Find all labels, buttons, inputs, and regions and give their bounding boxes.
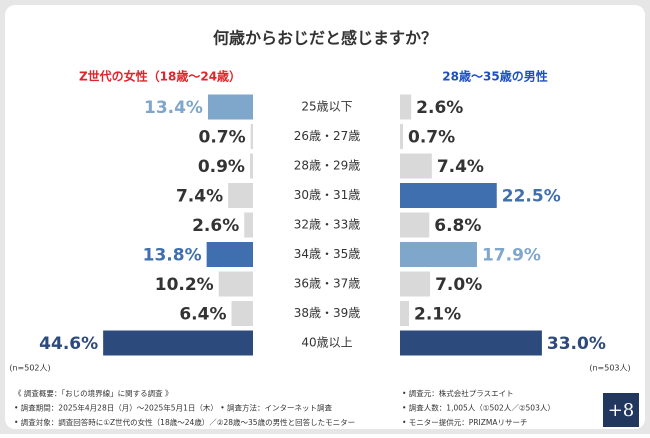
bar [400,212,430,238]
value-label: 7.4% [437,157,484,177]
category-label: 36歳・37歳 [294,277,361,291]
value-label: 7.4% [176,187,223,207]
value-label: 0.9% [198,157,245,177]
category-label: 25歳以下 [301,100,352,114]
value-label: 6.4% [179,305,226,325]
value-label: 13.8% [143,246,202,266]
category-label: 32歳・33歳 [294,218,361,232]
sample-note: (n=503人) [589,364,630,373]
value-label: 6.8% [434,216,481,236]
bar [400,183,497,208]
value-label: 0.7% [198,128,245,148]
logo-box [603,393,639,427]
value-label: 2.6% [192,216,239,236]
value-label: 44.6% [39,334,98,354]
value-label: 2.6% [416,98,463,118]
value-label: 10.2% [155,275,214,295]
footnote: • 調査人数：1,005人（①502人／②503人） [402,403,555,413]
category-label: 26歳・27歳 [294,129,361,143]
category-label: 40歳以上 [301,336,352,350]
bar [207,94,253,120]
category-label: 30歳・31歳 [294,188,361,202]
category-label: 28歳・29歳 [294,159,361,173]
footnote: • モニター提供元：PRIZMAリサーチ [402,417,528,427]
footnote: • 調査期間：2025年4月28日（月）〜2025年5月1日（木） • 調査方法… [14,403,333,413]
bar [400,94,412,120]
value-label: 22.5% [502,187,561,207]
value-label: 17.9% [482,246,541,266]
bar [249,153,253,179]
category-label: 38歳・39歳 [294,306,361,320]
bar [231,301,253,326]
footnote: • 調査元：株式会社プラスエイト [402,388,514,398]
footnote: 《 調査概要：「おじの境界線」に関する調査 》 [14,388,173,398]
bar [400,271,431,297]
card [5,5,645,429]
value-label: 0.7% [408,128,455,148]
value-label: 2.1% [414,305,461,325]
bar [244,212,253,238]
bar [400,330,542,356]
series-name: Z世代の女性（18歳〜24歳） [79,69,241,84]
value-label: 13.4% [144,98,203,118]
sample-note: (n=502人) [9,364,50,373]
footnote: • 調査対象：調査回答時に①Z世代の女性（18歳〜24歳）／②28歳〜35歳の男… [14,417,355,427]
chart-title: 何歳からおじだと感じますか？ [213,29,437,48]
bar [400,153,432,179]
series-name: 28歳〜35歳の男性 [442,69,547,84]
bar [400,301,410,326]
bar [103,330,253,356]
bar [250,124,253,149]
value-label: 7.0% [435,275,482,295]
bar [206,242,253,267]
category-label: 34歳・35歳 [294,247,361,261]
bar [228,183,253,208]
value-label: 33.0% [547,334,606,354]
bar [400,242,477,267]
bar [400,124,404,149]
logo: +8 [608,400,635,421]
bar [218,271,253,297]
